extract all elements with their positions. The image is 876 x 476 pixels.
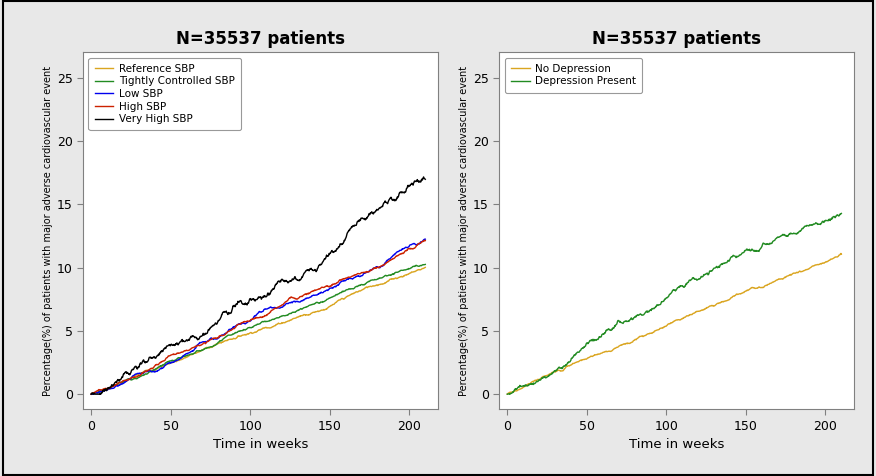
Legend: No Depression, Depression Present: No Depression, Depression Present [505, 58, 642, 93]
Title: N=35537 patients: N=35537 patients [176, 30, 345, 48]
X-axis label: Time in weeks: Time in weeks [629, 438, 724, 451]
Y-axis label: Percentage(%) of patients with major adverse cardiovascular event: Percentage(%) of patients with major adv… [459, 66, 469, 396]
X-axis label: Time in weeks: Time in weeks [213, 438, 308, 451]
Legend: Reference SBP, Tightly Controlled SBP, Low SBP, High SBP, Very High SBP: Reference SBP, Tightly Controlled SBP, L… [88, 58, 241, 130]
Title: N=35537 patients: N=35537 patients [592, 30, 761, 48]
Y-axis label: Percentage(%) of patients with major adverse cardiovascular event: Percentage(%) of patients with major adv… [43, 66, 53, 396]
